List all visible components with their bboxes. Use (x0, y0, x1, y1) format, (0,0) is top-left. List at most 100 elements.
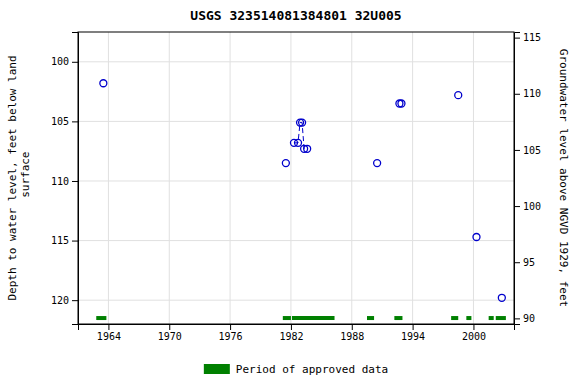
grid-line (78, 61, 514, 62)
tick-mark (473, 324, 474, 330)
tick-mark (72, 181, 78, 182)
grid-line (78, 180, 514, 181)
tick: 120 (51, 295, 78, 306)
tick: 100 (514, 201, 541, 212)
tick-label: 1964 (97, 331, 121, 342)
tick-label: 105 (523, 145, 541, 156)
grid-line (169, 32, 170, 324)
grid-line (351, 32, 352, 324)
period-series (96, 318, 506, 319)
line (294, 123, 307, 149)
tick: 115 (51, 235, 78, 246)
tick: 110 (514, 88, 541, 99)
tick-mark (72, 121, 78, 122)
axis-title-line: surface (19, 152, 32, 205)
axis: 1964 1970 1976 1982 1988 1994 2000 (79, 324, 515, 342)
tick-mark (514, 38, 520, 39)
point (282, 160, 289, 167)
tick-label: 120 (51, 295, 69, 306)
grid-line (473, 32, 474, 324)
tick: 105 (51, 116, 78, 127)
tick-label: 1976 (219, 331, 243, 342)
grid-line (78, 240, 514, 241)
tick-label: 110 (523, 88, 541, 99)
period-bar (283, 316, 291, 320)
grid (78, 32, 514, 324)
tick: 1988 (340, 324, 364, 342)
tick-label: 105 (51, 116, 69, 127)
period-bar (292, 316, 335, 320)
point (455, 92, 462, 99)
grid-line (230, 32, 231, 324)
tick-label: 110 (51, 176, 69, 187)
axis-title: Groundwater level above NGVD 1929, feet (557, 49, 570, 307)
tick: 115 (514, 32, 541, 43)
legend-swatch (204, 364, 230, 374)
title: USGS 323514081384801 32U005 (190, 8, 401, 23)
tick-mark (514, 150, 520, 151)
tick-mark (291, 324, 292, 330)
tick: 90 (514, 313, 535, 324)
point (498, 294, 505, 301)
tick-label: 115 (51, 235, 69, 246)
period-bar (489, 316, 494, 320)
tick-mark (169, 324, 170, 330)
tick-mark (514, 262, 520, 263)
tick-mark (352, 324, 353, 330)
tick-label: 115 (523, 32, 541, 43)
period-bar (466, 316, 471, 320)
tick-mark (72, 300, 78, 301)
tick: 1970 (158, 324, 182, 342)
tick: 110 (51, 176, 78, 187)
tick-label: 1982 (279, 331, 303, 342)
period-bar (96, 316, 106, 320)
axis: 100 105 110 115 120 (51, 33, 79, 325)
period-bar (367, 316, 374, 320)
point (398, 100, 405, 107)
axis-domain (72, 33, 79, 325)
tick-mark (514, 94, 520, 95)
legend: Period of approved data (204, 363, 388, 376)
tick-label: 2000 (462, 331, 486, 342)
tick: 100 (51, 56, 78, 67)
grid-line (412, 32, 413, 324)
tick-mark (230, 324, 231, 330)
period-bar (496, 316, 506, 320)
legend-label: Period of approved data (236, 363, 388, 376)
point (473, 233, 480, 240)
tick-mark (72, 62, 78, 63)
period-bar (451, 316, 458, 320)
chart: 1964 1970 1976 1982 1988 1994 2000 100 105 110 115… (0, 0, 576, 384)
tick: 95 (514, 257, 535, 268)
tick-label: 90 (523, 313, 535, 324)
axis-title: Depth to water level, feet below land su… (6, 55, 32, 300)
legend-item: Period of approved data (204, 363, 388, 376)
axis-domain (79, 325, 515, 331)
tick-label: 1994 (401, 331, 425, 342)
tick-label: 1970 (158, 331, 182, 342)
tick-mark (72, 241, 78, 242)
plot-area (96, 80, 506, 318)
period-bar (394, 316, 402, 320)
tick: 1976 (219, 324, 243, 342)
tick: 1982 (279, 324, 303, 342)
point (100, 80, 107, 87)
tick-mark (514, 206, 520, 207)
point (374, 160, 381, 167)
axis-title-line: Depth to water level, feet below land (6, 55, 19, 300)
tick-label: 1988 (340, 331, 364, 342)
tick-mark (108, 324, 109, 330)
grid-line (108, 32, 109, 324)
tick-label: 100 (523, 201, 541, 212)
tick: 1994 (401, 324, 425, 342)
tick-mark (413, 324, 414, 330)
scatter-series (100, 80, 505, 302)
tick-mark (514, 318, 520, 319)
axis: 90 95 100 105 110 115 (514, 32, 541, 324)
tick-label: 100 (51, 56, 69, 67)
tick: 105 (514, 145, 541, 156)
tick-label: 95 (523, 257, 535, 268)
grid-line (78, 300, 514, 301)
point (304, 145, 311, 152)
tick: 1964 (97, 324, 121, 342)
